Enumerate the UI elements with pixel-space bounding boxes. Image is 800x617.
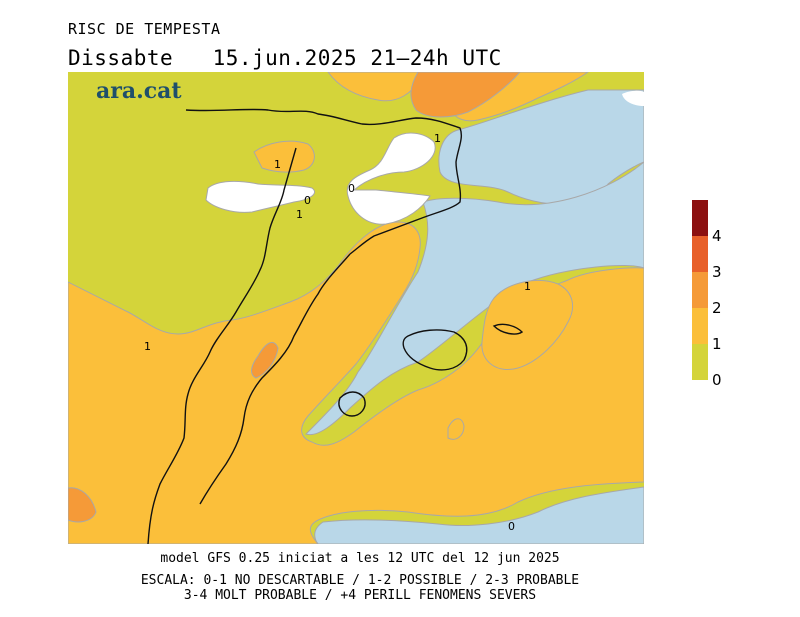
contour-label: 1 <box>524 280 531 293</box>
contour-label: 0 <box>348 182 355 195</box>
nodata-area-1 <box>205 180 316 213</box>
border-line-north <box>185 108 463 255</box>
model-info: model GFS 0.25 iniciat a les 12 UTC del … <box>160 551 560 566</box>
contour-label: 1 <box>144 340 151 353</box>
contour-label: 0 <box>304 194 311 207</box>
colorbar-label-1: 1 <box>712 335 722 353</box>
risk-area-level-2-3-north <box>410 72 521 118</box>
colorbar-label-2: 2 <box>712 299 722 317</box>
sea-area-east <box>438 89 644 205</box>
coastline <box>199 253 351 505</box>
colorbar-segment-2-3 <box>692 272 708 308</box>
sea-area-coast <box>305 161 644 436</box>
colorbar-segment-3-4 <box>692 236 708 272</box>
colorbar-label-3: 3 <box>712 263 722 281</box>
border-line-river <box>147 147 297 544</box>
risk-area-level-2-3-inland <box>251 341 279 379</box>
contour-label: 1 <box>434 132 441 145</box>
nodata-area-2 <box>346 132 436 225</box>
logo-ara-cat: ara.cat <box>96 78 182 104</box>
risk-area-level-1-2-west <box>68 221 644 544</box>
forecast-period: Dissabte 15.jun.2025 21–24h UTC <box>68 46 502 70</box>
scale-legend-line1: ESCALA: 0-1 NO DESCARTABLE / 1-2 POSSIBL… <box>140 573 580 588</box>
sea-area-south <box>314 486 644 544</box>
forecast-date: 15.jun.2025 <box>212 46 358 70</box>
colorbar-segment-4plus <box>692 200 708 236</box>
scale-legend-line2: 3-4 MOLT PROBABLE / +4 PERILL FENOMENS S… <box>183 588 537 603</box>
risk-area-level-2-3-southwest <box>68 487 97 523</box>
forecast-day: Dissabte <box>68 46 174 70</box>
colorbar-segment-1-2 <box>692 308 708 344</box>
contour-labels-layer: 1 1 0 0 1 1 1 0 <box>144 132 531 533</box>
balearic-island-small <box>338 391 366 417</box>
contour-label: 1 <box>296 208 303 221</box>
risk-colorbar <box>692 200 708 380</box>
balearic-island-east <box>492 323 524 335</box>
risk-area-level-1-2-patch <box>253 140 315 173</box>
map-title: RISC DE TEMPESTA <box>68 20 221 38</box>
contour-label: 0 <box>508 520 515 533</box>
risk-area-level-1-2-islet <box>447 418 465 440</box>
forecast-hours: 21–24h UTC <box>370 46 502 70</box>
contour-label: 1 <box>274 158 281 171</box>
storm-risk-map: ara.cat 1 1 0 0 1 1 1 0 <box>68 72 644 544</box>
risk-map-svg <box>68 72 644 544</box>
colorbar-label-4: 4 <box>712 227 722 245</box>
risk-area-level-1-2-balearic <box>481 280 574 370</box>
balearic-island-large <box>402 329 468 371</box>
colorbar-label-0: 0 <box>712 371 722 389</box>
colorbar-segment-0-1 <box>692 344 708 380</box>
nodata-area-3 <box>622 90 644 106</box>
